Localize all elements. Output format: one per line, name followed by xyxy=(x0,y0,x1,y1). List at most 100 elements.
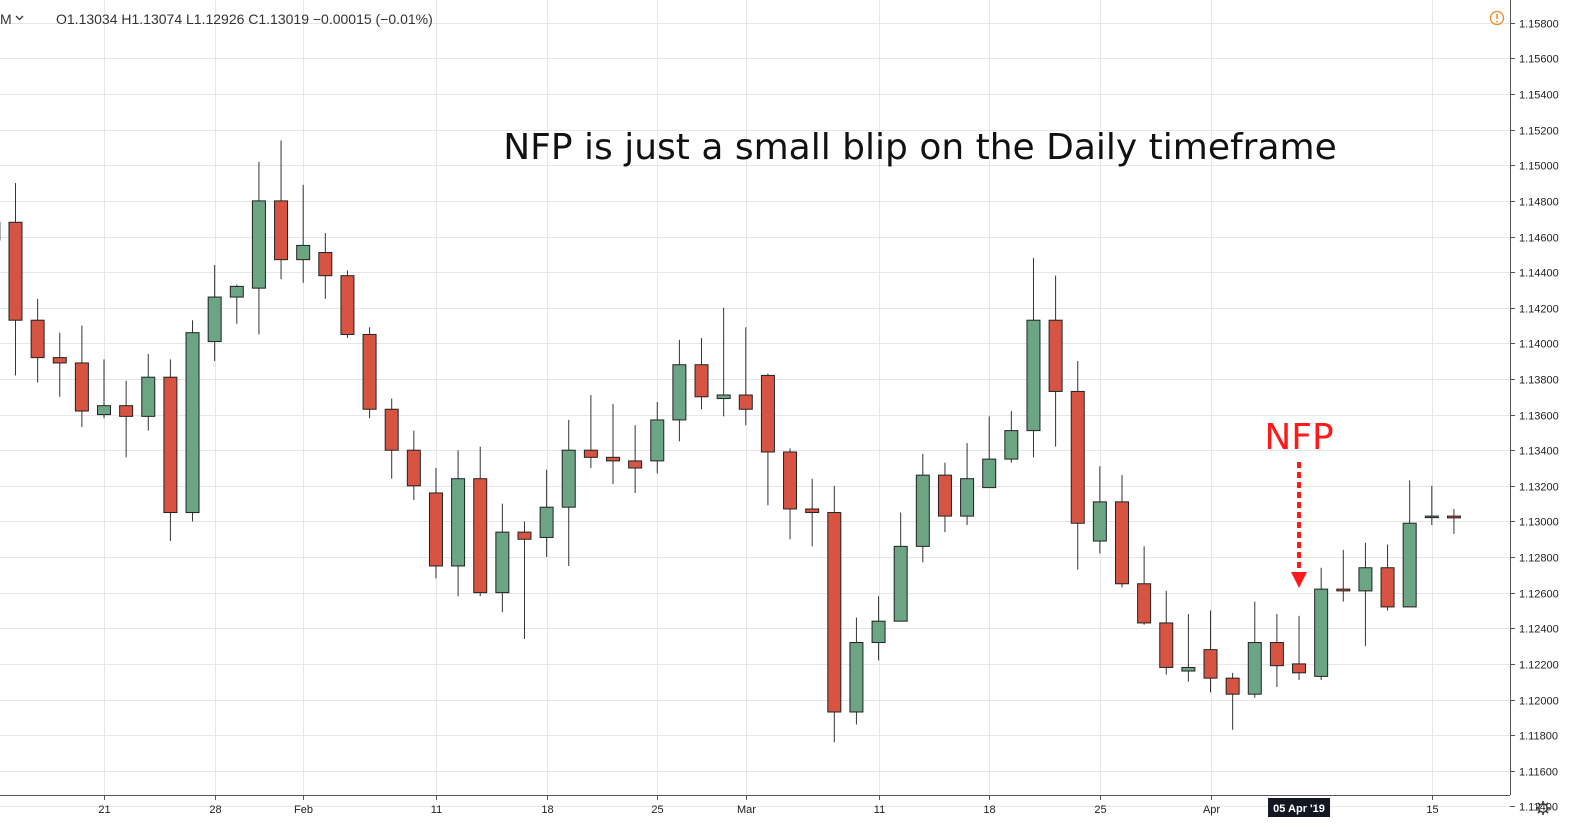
candle-down xyxy=(163,359,178,542)
candle-up xyxy=(229,284,244,324)
candle-up xyxy=(185,320,200,522)
candle-body xyxy=(1004,430,1019,460)
candle-down xyxy=(937,462,952,533)
candle-body xyxy=(207,296,222,343)
warning-circle-icon[interactable] xyxy=(1489,10,1505,26)
candle-body xyxy=(141,376,156,417)
candle-body xyxy=(1203,649,1218,679)
time-tick-label: 28 xyxy=(209,804,221,816)
candle-body xyxy=(1292,663,1307,674)
candle-body xyxy=(960,478,975,517)
candle-down xyxy=(517,521,532,639)
price-tick-label: 1.14000 xyxy=(1519,339,1559,351)
candle-up xyxy=(296,184,311,283)
candle-body xyxy=(1048,319,1063,392)
candle-up xyxy=(539,469,554,558)
candle-up xyxy=(495,503,510,613)
candle-body xyxy=(473,478,488,594)
price-tick-label: 1.14400 xyxy=(1519,268,1559,280)
nfp-annotation: NFP xyxy=(1264,417,1334,588)
candle-body xyxy=(185,332,200,514)
candle-up xyxy=(1092,466,1107,554)
candle-down xyxy=(119,380,134,458)
price-tick-label: 1.12800 xyxy=(1519,553,1559,565)
candle-body xyxy=(606,456,621,462)
candle-body xyxy=(1070,390,1085,524)
candle-down xyxy=(8,183,23,376)
price-tick-label: 1.13200 xyxy=(1519,482,1559,494)
candle-up xyxy=(1358,542,1373,647)
candle-up xyxy=(97,359,112,419)
candle-body xyxy=(982,458,997,489)
candle-up xyxy=(1004,411,1019,463)
candle-body xyxy=(805,508,820,514)
candle-down xyxy=(1380,544,1395,611)
candle-body xyxy=(1358,567,1373,592)
candle-body xyxy=(694,364,709,398)
candle-up xyxy=(141,354,156,431)
candle-body xyxy=(229,285,244,298)
ohlc-readout: O1.13034 H1.13074 L1.12926 C1.13019 −0.0… xyxy=(56,11,433,27)
candle-down xyxy=(362,327,377,419)
candle-body xyxy=(672,364,687,421)
candle-body xyxy=(8,221,23,321)
candle-up xyxy=(982,416,997,489)
candle-body xyxy=(318,252,333,277)
price-tick-label: 1.12000 xyxy=(1519,696,1559,708)
candle-body xyxy=(1137,583,1152,624)
candle-up xyxy=(716,307,731,417)
time-tick-label: 18 xyxy=(541,804,553,816)
candle-body xyxy=(650,419,665,462)
candle-body xyxy=(52,357,67,364)
candle-body xyxy=(1402,522,1417,608)
time-tick-label: 15 xyxy=(1426,804,1438,816)
chart-title: NFP is just a small blip on the Daily ti… xyxy=(503,127,1337,168)
candle-up xyxy=(561,419,576,566)
candle-body xyxy=(74,362,89,412)
candle-down xyxy=(805,478,820,547)
candle-down xyxy=(783,448,798,540)
chart-header: M O1.13034 H1.13074 L1.12926 C1.13019 −0… xyxy=(0,11,433,27)
price-tick-label: 1.15600 xyxy=(1519,54,1559,66)
candle-body xyxy=(251,200,266,289)
candle-down xyxy=(738,327,753,426)
price-tick-label: 1.13400 xyxy=(1519,446,1559,458)
candle-body xyxy=(495,531,510,594)
chevron-down-icon[interactable] xyxy=(15,15,24,21)
candle-body xyxy=(1380,567,1395,608)
candle-up xyxy=(1402,480,1417,608)
price-axis-panel[interactable] xyxy=(1510,0,1577,795)
candle-body xyxy=(1314,588,1329,677)
candle-body xyxy=(1269,642,1284,667)
highlighted-date-marker: 05 Apr '19 xyxy=(1268,798,1331,817)
candle-body xyxy=(783,451,798,510)
candle-body xyxy=(716,394,731,400)
time-tick-label: 18 xyxy=(983,804,995,816)
candle-down xyxy=(30,298,45,383)
time-axis[interactable]: 42128Feb111825Mar111825Apr15 xyxy=(0,795,1439,816)
candle-up xyxy=(1424,485,1439,525)
nfp-label: NFP xyxy=(1264,417,1333,458)
candle-body xyxy=(362,333,377,410)
symbol-fragment[interactable]: M xyxy=(0,11,12,27)
candle-up xyxy=(451,450,466,597)
candle-up xyxy=(1181,614,1196,682)
candle-down xyxy=(318,232,333,299)
price-tick-label: 1.12600 xyxy=(1519,589,1559,601)
candle-body xyxy=(1446,515,1461,519)
price-tick-label: 1.15800 xyxy=(1519,19,1559,31)
candle-body xyxy=(406,449,421,487)
candle-body xyxy=(1181,666,1196,672)
candle-up xyxy=(1314,567,1329,680)
candle-down xyxy=(1336,549,1351,602)
candle-body xyxy=(517,531,532,540)
candle-series xyxy=(0,140,1461,743)
candle-up xyxy=(672,339,687,442)
price-tick-label: 1.11800 xyxy=(1519,731,1558,743)
gear-icon[interactable] xyxy=(1536,801,1550,815)
time-tick-label: 11 xyxy=(431,804,442,816)
candle-down xyxy=(74,325,89,428)
price-tick-label: 1.13800 xyxy=(1519,375,1559,387)
time-tick-label: 11 xyxy=(874,804,885,816)
